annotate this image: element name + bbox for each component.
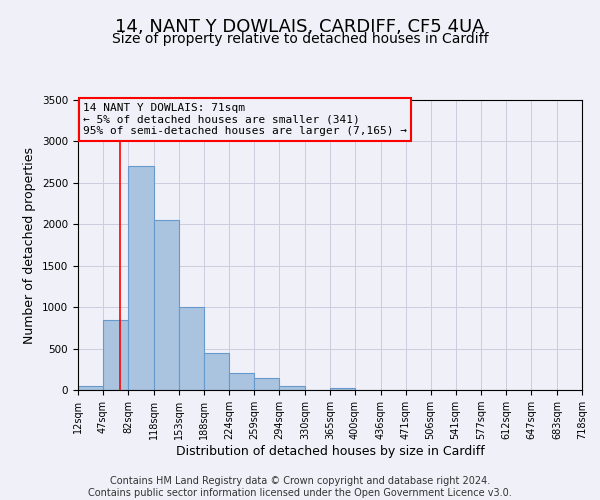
- Text: 14, NANT Y DOWLAIS, CARDIFF, CF5 4UA: 14, NANT Y DOWLAIS, CARDIFF, CF5 4UA: [115, 18, 485, 36]
- Text: Contains HM Land Registry data © Crown copyright and database right 2024.
Contai: Contains HM Land Registry data © Crown c…: [88, 476, 512, 498]
- Bar: [229, 374, 254, 390]
- Bar: [179, 306, 203, 390]
- Y-axis label: Number of detached properties: Number of detached properties: [23, 146, 37, 344]
- Bar: [154, 220, 179, 390]
- Bar: [103, 320, 128, 390]
- Text: 14 NANT Y DOWLAIS: 71sqm
← 5% of detached houses are smaller (341)
95% of semi-d: 14 NANT Y DOWLAIS: 71sqm ← 5% of detache…: [83, 103, 407, 136]
- Bar: [78, 386, 103, 390]
- X-axis label: Distribution of detached houses by size in Cardiff: Distribution of detached houses by size …: [176, 445, 484, 458]
- Text: Size of property relative to detached houses in Cardiff: Size of property relative to detached ho…: [112, 32, 488, 46]
- Bar: [203, 352, 229, 390]
- Bar: [280, 386, 305, 390]
- Bar: [330, 388, 355, 390]
- Bar: [254, 378, 280, 390]
- Bar: [128, 166, 154, 390]
